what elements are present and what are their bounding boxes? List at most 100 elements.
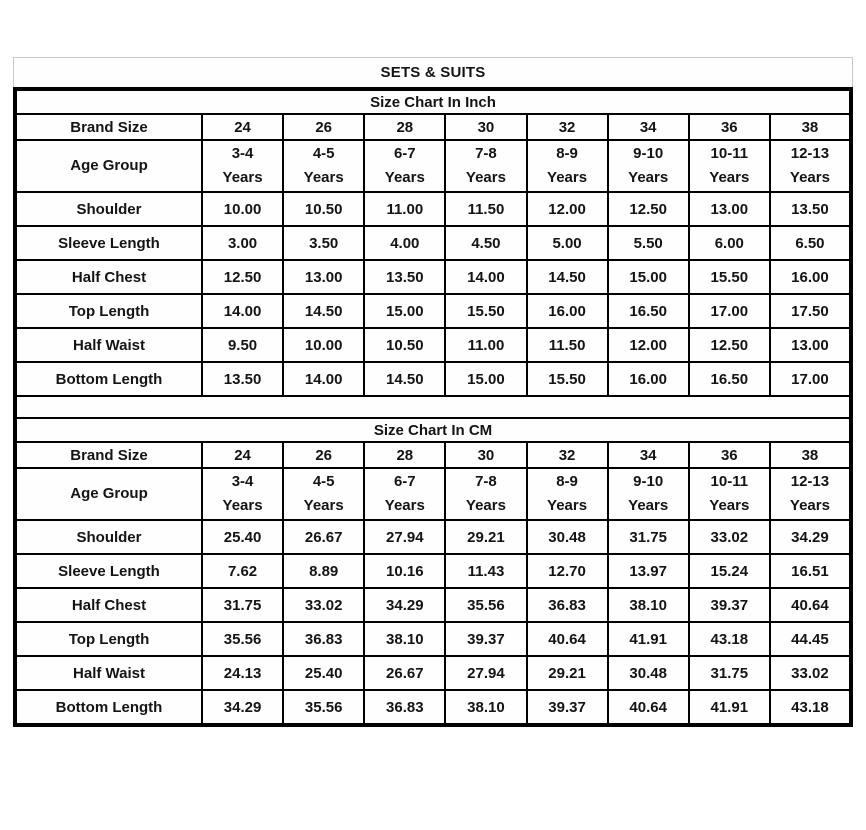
age-suffix: Years [789, 497, 830, 514]
age-suffix: Years [547, 169, 588, 186]
age-suffix: Years [222, 497, 263, 514]
age-range: 9-10 [633, 473, 664, 490]
measurement-value: 13.00 [282, 259, 366, 295]
measurement-value: 40.64 [525, 621, 609, 657]
measurement-label: Half Chest [14, 587, 203, 623]
brand-size-value: 26 [282, 113, 366, 141]
measurement-value: 11.50 [525, 327, 609, 363]
measurement-value: 12.50 [200, 259, 285, 295]
age-range: 12-13 [790, 473, 830, 490]
age-range: 4-5 [312, 473, 335, 490]
measurement-value: 12.00 [606, 327, 690, 363]
measurement-value: 8.89 [282, 553, 366, 589]
measurement-value: 17.00 [687, 293, 771, 329]
brand-size-value: 34 [606, 113, 690, 141]
measurement-label: Half Waist [14, 327, 203, 363]
measurement-label: Top Length [14, 293, 203, 329]
brand-size-label: Brand Size [14, 441, 203, 469]
age-group-value: 8-9 Years [525, 139, 609, 193]
age-range: 4-5 [312, 145, 335, 162]
measurement-value: 26.67 [282, 519, 366, 555]
measurement-value: 13.00 [687, 191, 771, 227]
measurement-value: 16.00 [525, 293, 609, 329]
measurement-value: 14.50 [282, 293, 366, 329]
page-title: SETS & SUITS [13, 57, 853, 87]
measurement-row: Top Length 35.56 36.83 38.10 39.37 40.64 41.91… [14, 621, 853, 657]
measurement-value: 16.00 [768, 259, 853, 295]
measurement-value: 12.70 [525, 553, 609, 589]
measurement-value: 15.00 [363, 293, 447, 329]
age-suffix: Years [547, 497, 588, 514]
section-title-row: Size Chart In Inch [14, 88, 852, 115]
age-group-value: 3-4 Years [200, 467, 285, 521]
measurement-value: 14.50 [363, 361, 447, 397]
measurement-value: 10.00 [282, 327, 366, 363]
age-range: 6-7 [393, 473, 416, 490]
measurement-value: 30.48 [606, 655, 690, 691]
measurement-value: 13.50 [768, 191, 853, 227]
measurement-value: 36.83 [363, 689, 447, 726]
measurement-label: Shoulder [14, 519, 203, 555]
measurement-value: 14.00 [200, 293, 285, 329]
brand-size-value: 34 [606, 441, 690, 469]
measurement-value: 36.83 [525, 587, 609, 623]
measurement-value: 31.75 [200, 587, 285, 623]
brand-size-value: 36 [687, 441, 771, 469]
measurement-value: 17.00 [768, 361, 853, 397]
measurement-value: 44.45 [768, 621, 853, 657]
measurement-row: Bottom Length 13.50 14.00 14.50 15.00 15.50 16… [14, 361, 853, 397]
measurement-value: 31.75 [606, 519, 690, 555]
age-suffix: Years [465, 497, 506, 514]
measurement-value: 13.00 [768, 327, 853, 363]
age-group-value: 10-11 Years [687, 139, 771, 193]
measurement-row: Sleeve Length 3.00 3.50 4.00 4.50 5.00 5.50 6.0… [14, 225, 853, 261]
brand-size-value: 28 [363, 441, 447, 469]
measurement-label: Shoulder [14, 191, 203, 227]
age-suffix: Years [222, 169, 263, 186]
measurement-value: 38.10 [363, 621, 447, 657]
measurement-value: 41.91 [606, 621, 690, 657]
age-range: 3-4 [231, 473, 254, 490]
measurement-value: 24.13 [200, 655, 285, 691]
measurement-value: 39.37 [525, 689, 609, 726]
age-suffix: Years [709, 169, 750, 186]
measurement-value: 17.50 [768, 293, 853, 329]
age-group-value: 6-7 Years [363, 467, 447, 521]
brand-size-value: 30 [444, 441, 528, 469]
brand-size-row: Brand Size 24 26 28 30 32 34 36 38 [14, 441, 853, 469]
age-group-value: 6-7 Years [363, 139, 447, 193]
measurement-value: 14.50 [525, 259, 609, 295]
brand-size-value: 32 [525, 441, 609, 469]
measurement-value: 39.37 [687, 587, 771, 623]
measurement-row: Bottom Length 34.29 35.56 36.83 38.10 39.37 40… [14, 689, 853, 726]
measurement-value: 15.00 [444, 361, 528, 397]
measurement-value: 16.50 [687, 361, 771, 397]
size-chart-table: Size Chart In Inch Brand Size 24 26 28 30 32 34… [13, 87, 853, 727]
measurement-value: 15.24 [687, 553, 771, 589]
age-range: 9-10 [633, 145, 664, 162]
brand-size-value: 24 [200, 441, 285, 469]
measurement-value: 12.00 [525, 191, 609, 227]
measurement-value: 25.40 [200, 519, 285, 555]
measurement-value: 14.00 [444, 259, 528, 295]
brand-size-row: Brand Size 24 26 28 30 32 34 36 38 [14, 113, 853, 141]
measurement-label: Sleeve Length [14, 553, 203, 589]
measurement-value: 35.56 [282, 689, 366, 726]
section-title: Size Chart In Inch [14, 88, 852, 115]
measurement-value: 10.50 [282, 191, 366, 227]
age-suffix: Years [384, 497, 425, 514]
measurement-value: 7.62 [200, 553, 285, 589]
section-title: Size Chart In CM [14, 417, 852, 443]
age-range: 7-8 [475, 473, 497, 490]
age-group-value: 9-10 Years [606, 139, 690, 193]
measurement-value: 11.43 [444, 553, 528, 589]
measurement-value: 31.75 [687, 655, 771, 691]
age-suffix: Years [789, 169, 830, 186]
measurement-value: 10.50 [363, 327, 447, 363]
measurement-value: 30.48 [525, 519, 609, 555]
section-title-row: Size Chart In CM [14, 417, 852, 443]
brand-size-value: 26 [282, 441, 366, 469]
age-group-value: 7-8 Years [444, 467, 528, 521]
age-range: 10-11 [710, 473, 749, 490]
measurement-value: 11.00 [363, 191, 447, 227]
